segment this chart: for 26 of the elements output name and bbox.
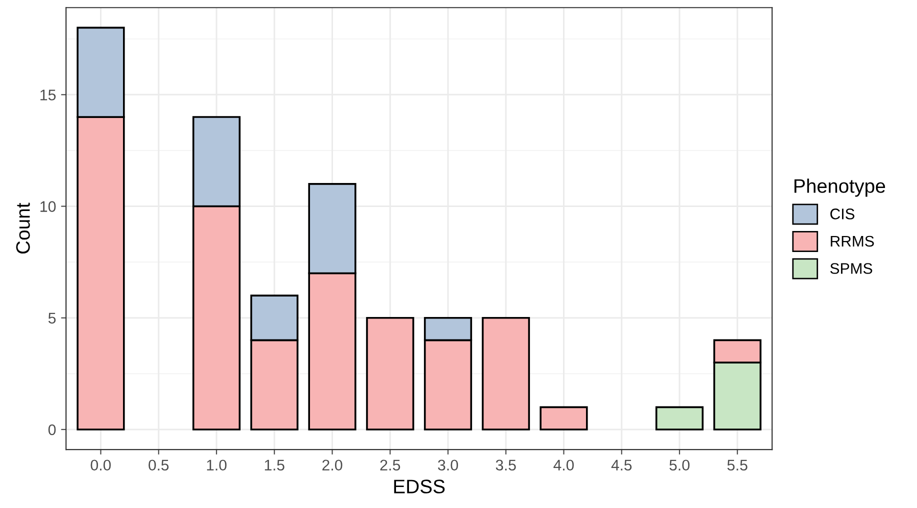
legend-label: CIS (830, 208, 854, 220)
legend-label: RRMS (830, 236, 874, 247)
y-axis-title: Count (16, 202, 30, 254)
y-tick-label: 10 (40, 201, 56, 212)
y-tick-label: 5 (48, 312, 56, 324)
legend-title: Phenotype (794, 178, 886, 197)
bar (482, 316, 530, 430)
x-tick-label: 1.5 (264, 460, 284, 471)
x-tick-label: 4.0 (553, 460, 574, 471)
x-tick-label: 2.5 (380, 460, 400, 471)
legend-label: SPMS (830, 263, 872, 274)
x-tick-label: 1.0 (207, 460, 227, 471)
x-tick-label: 5.5 (727, 460, 748, 471)
x-tick-label: 3.5 (496, 460, 516, 471)
bar (655, 406, 704, 430)
bar (366, 316, 414, 430)
x-axis-title: EDSS (394, 480, 445, 494)
x-tick-label: 0.0 (90, 460, 111, 471)
bar (540, 406, 588, 430)
x-tick-label: 0.5 (148, 460, 169, 471)
x-tick-label: 5.0 (670, 460, 690, 471)
x-tick-label: 3.0 (438, 460, 458, 471)
y-tick-label: 0 (48, 424, 56, 436)
y-tick-label: 15 (40, 90, 56, 100)
x-tick-label: 4.5 (611, 460, 632, 471)
x-tick-label: 2.0 (322, 460, 342, 471)
